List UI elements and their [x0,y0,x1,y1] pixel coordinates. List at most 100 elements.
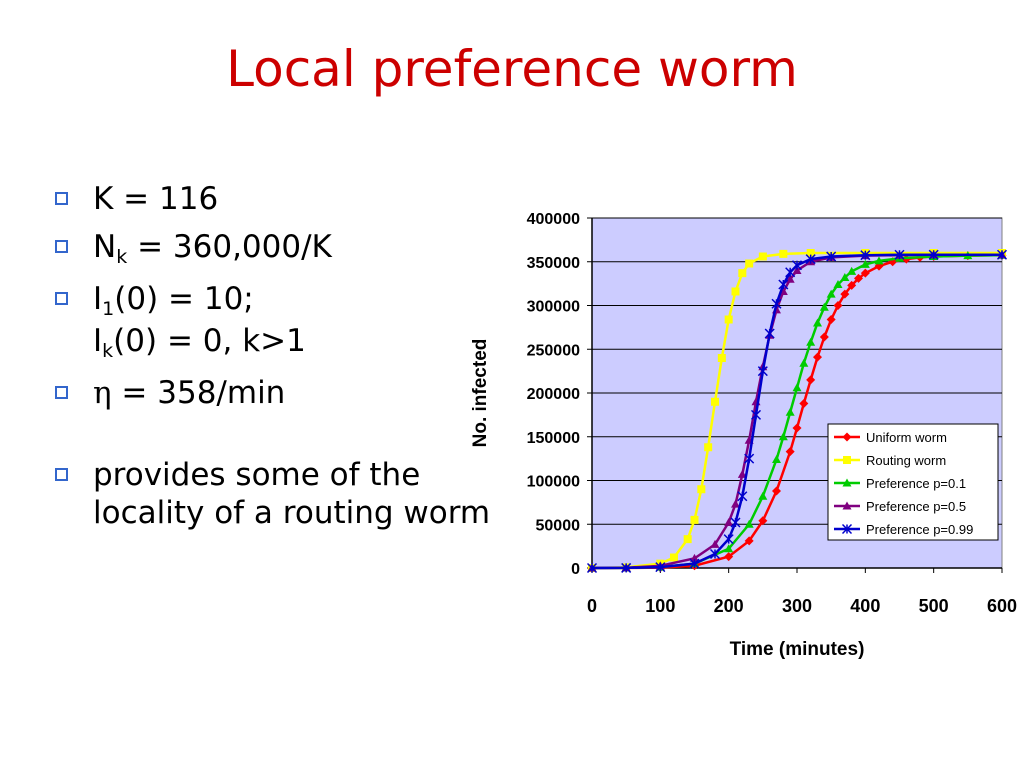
data-point [847,280,857,290]
legend-marker [843,456,851,464]
x-tick-label: 0 [587,596,597,616]
data-point [724,544,734,553]
data-point [928,249,939,260]
square-bullet-icon [55,468,68,481]
x-tick-label: 500 [919,596,949,616]
data-point [771,298,782,309]
bullet-k: K = 116 [55,180,495,218]
data-point [731,499,740,508]
legend-marker [842,478,852,487]
data-point [894,249,905,260]
slide-title: Local preference worm [226,40,798,98]
legend-label: Uniform worm [866,430,947,445]
bullet-initial-infected: I1(0) = 10; Ik(0) = 0, k>1 [55,280,495,364]
data-point [723,534,734,545]
data-point [840,273,850,281]
square-bullet-icon [55,292,68,305]
y-tick-label: 150000 [527,430,580,447]
legend-label: Routing worm [866,453,946,468]
data-point [709,548,721,560]
data-point [697,485,706,494]
data-point [813,352,822,362]
bullet-list: K = 116 Nk = 360,000/K I1(0) = 10; Ik(0)… [55,180,495,542]
y-tick-label: 100000 [527,474,580,491]
data-point [806,375,816,385]
data-point [792,383,802,392]
data-point [840,289,850,299]
legend-label: Preference p=0.99 [866,522,973,537]
data-point [833,280,843,288]
data-point [757,366,768,377]
bullet-locality: provides some of the locality of a routi… [55,456,495,532]
data-point [737,469,747,478]
data-point [690,515,699,524]
data-point [819,302,829,311]
legend-marker [841,523,853,535]
legend-marker [842,432,852,442]
data-point [833,301,843,310]
series-line [591,253,1002,570]
x-axis-title: Time (minutes) [730,639,865,660]
data-point [704,443,713,452]
data-point [819,332,829,342]
data-point [826,251,837,262]
data-point [772,455,781,463]
data-point [792,266,802,274]
data-point [683,535,692,544]
data-point [764,328,775,339]
data-point [860,259,870,268]
data-point [717,354,726,362]
square-bullet-icon [55,386,68,399]
data-point [724,552,734,562]
data-point [737,491,748,502]
data-point [785,407,795,416]
x-tick-label: 600 [987,596,1017,616]
bullet-nk: Nk = 360,000/K [55,228,495,270]
data-point [805,254,816,265]
legend-marker [842,501,852,510]
data-point [854,273,863,283]
y-tick-label: 0 [571,561,580,578]
y-tick-label: 200000 [527,386,580,403]
data-point [785,447,795,457]
y-tick-label: 400000 [527,211,580,228]
legend-label: Preference p=0.1 [866,476,966,491]
data-point [847,266,857,275]
data-point [806,249,815,257]
data-point [779,249,788,258]
legend-label: Preference p=0.5 [866,499,966,514]
y-axis-title: No. infected [470,339,491,448]
data-point [792,423,802,433]
data-point [860,250,871,261]
data-point [744,536,754,546]
data-point [586,562,598,574]
data-point [806,337,816,346]
y-tick-label: 250000 [527,342,580,359]
square-bullet-icon [55,240,68,253]
data-point [874,256,884,265]
data-point [621,562,632,573]
data-point [738,269,747,278]
y-tick-label: 300000 [527,299,580,316]
data-point [772,486,781,496]
square-bullet-icon [55,192,68,205]
data-point [758,491,768,500]
legend: Uniform worm Routing worm Preference p=0.1… [827,423,999,541]
data-point [750,409,762,420]
data-point [758,516,768,526]
data-point [724,315,733,324]
y-tick-label: 50000 [536,517,581,534]
data-point [731,287,740,296]
data-point [710,539,720,548]
data-point [670,553,678,562]
y-tick-label: 350000 [527,255,580,272]
data-point [711,397,719,406]
data-point [778,279,789,290]
data-point [655,562,666,573]
data-point [791,260,803,271]
x-tick-label: 400 [850,596,880,616]
data-point [799,358,809,367]
data-point [690,553,699,562]
data-point [758,252,767,261]
